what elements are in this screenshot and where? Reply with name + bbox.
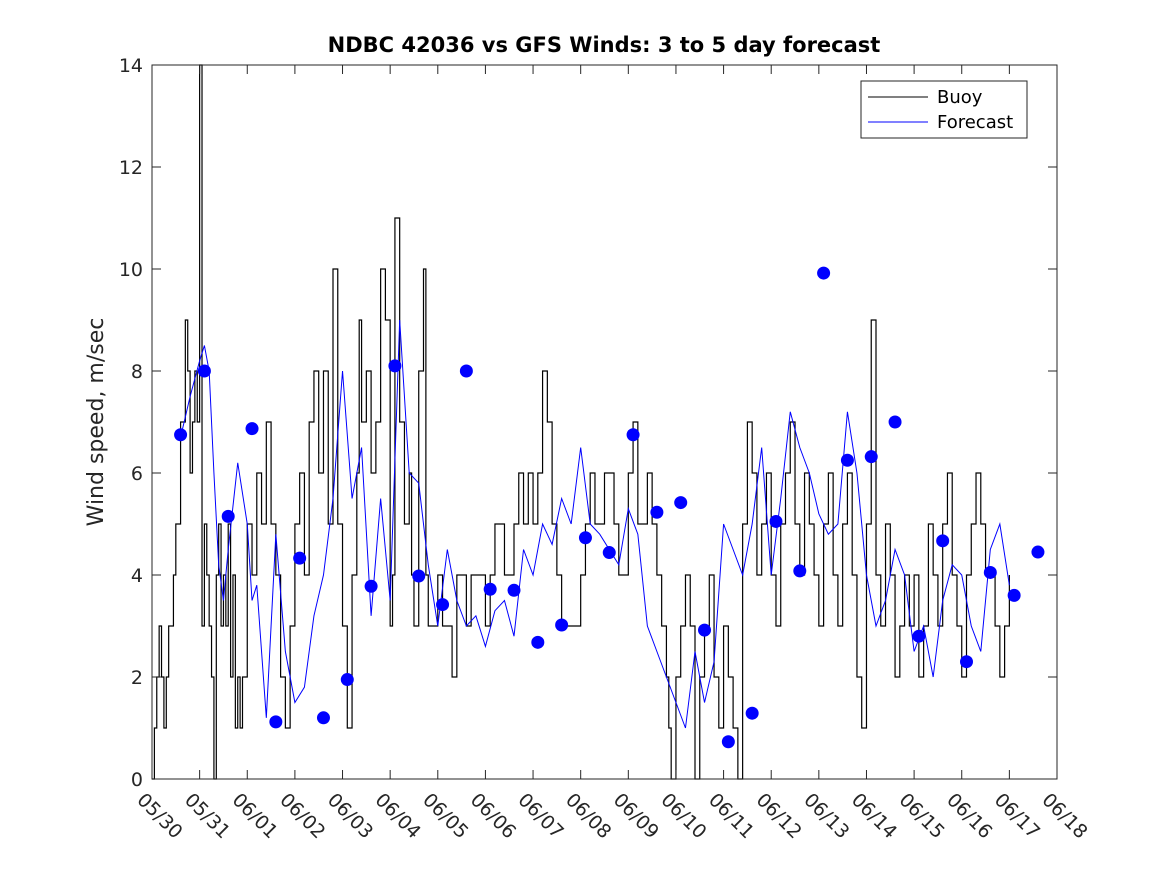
forecast-marker — [721, 735, 735, 749]
legend-box — [860, 80, 1028, 139]
forecast-marker — [293, 551, 307, 565]
forecast-marker — [817, 266, 831, 280]
forecast-marker — [745, 706, 759, 720]
forecast-marker — [698, 623, 712, 637]
forecast-marker — [531, 635, 545, 649]
forecast-marker — [840, 453, 854, 467]
forecast-marker — [269, 715, 283, 729]
forecast-marker — [436, 598, 450, 612]
forecast-marker — [793, 564, 807, 578]
forecast-marker — [364, 579, 378, 593]
forecast-marker — [602, 546, 616, 560]
y-axis-label: Wind speed, m/sec — [84, 318, 109, 527]
forecast-marker — [1007, 588, 1021, 602]
forecast-marker — [578, 531, 592, 545]
series-line-buoy — [152, 64, 1010, 780]
plot-frame — [151, 64, 1058, 780]
forecast-marker — [888, 415, 902, 429]
y-tick-label: 8 — [131, 361, 143, 383]
forecast-marker — [626, 428, 640, 442]
legend: Buoy Forecast — [860, 80, 1028, 139]
forecast-marker — [459, 364, 473, 378]
forecast-marker — [769, 514, 783, 528]
forecast-marker — [960, 655, 973, 669]
forecast-marker — [245, 422, 259, 436]
forecast-marker — [983, 565, 997, 579]
chart-title: NDBC 42036 vs GFS Winds: 3 to 5 day fore… — [328, 33, 881, 57]
y-tick-label: 4 — [131, 565, 143, 587]
legend-forecast-label: Forecast — [937, 112, 1013, 133]
forecast-marker — [340, 673, 354, 687]
forecast-marker — [197, 364, 211, 378]
forecast-marker — [221, 509, 235, 523]
marker-layer — [174, 266, 1045, 749]
forecast-marker — [412, 569, 426, 583]
forecast-marker — [912, 629, 926, 643]
forecast-marker — [936, 534, 950, 548]
forecast-marker — [650, 505, 664, 519]
legend-buoy-label: Buoy — [937, 87, 983, 108]
y-tick-label: 12 — [119, 157, 143, 179]
forecast-marker — [174, 428, 188, 442]
y-tick-label: 14 — [119, 55, 143, 77]
series-layer — [152, 64, 1010, 780]
y-tick-label: 0 — [131, 769, 143, 791]
forecast-marker — [483, 582, 497, 596]
y-tick-label: 10 — [119, 259, 143, 281]
forecast-marker — [864, 450, 878, 464]
series-line-forecast — [180, 319, 1010, 729]
forecast-marker — [388, 359, 402, 373]
forecast-marker — [674, 496, 688, 510]
forecast-marker — [1031, 545, 1045, 559]
plot-area — [152, 65, 1057, 779]
y-axis: 0 2 4 6 8 10 12 14 — [119, 55, 1057, 791]
forecast-marker — [316, 711, 330, 725]
y-tick-label: 2 — [131, 667, 143, 689]
forecast-marker — [507, 583, 521, 597]
y-tick-label: 6 — [131, 463, 143, 485]
forecast-marker — [555, 618, 569, 632]
